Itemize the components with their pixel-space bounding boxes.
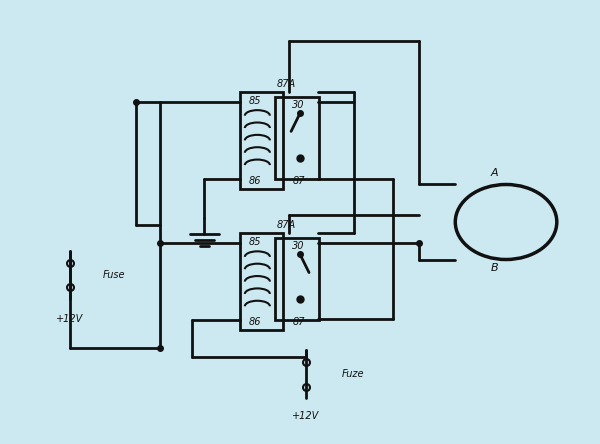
Text: Fuse: Fuse — [103, 270, 125, 280]
Text: 30: 30 — [292, 241, 305, 251]
Bar — [275, 97, 319, 179]
Text: 85: 85 — [249, 237, 262, 247]
Bar — [240, 92, 283, 189]
Text: +12V: +12V — [56, 314, 83, 324]
Text: +12V: +12V — [292, 411, 320, 421]
Bar — [240, 233, 283, 330]
Text: 87: 87 — [292, 176, 305, 186]
Text: Fuze: Fuze — [342, 369, 364, 379]
Text: 30: 30 — [292, 100, 305, 110]
Text: 87A: 87A — [277, 79, 296, 89]
Text: 86: 86 — [249, 317, 262, 327]
Text: 87A: 87A — [277, 220, 296, 230]
Text: A: A — [490, 168, 498, 178]
Text: 87: 87 — [292, 317, 305, 327]
Text: 86: 86 — [249, 176, 262, 186]
Bar — [275, 238, 319, 321]
Text: 85: 85 — [249, 95, 262, 106]
Text: B: B — [490, 263, 498, 274]
